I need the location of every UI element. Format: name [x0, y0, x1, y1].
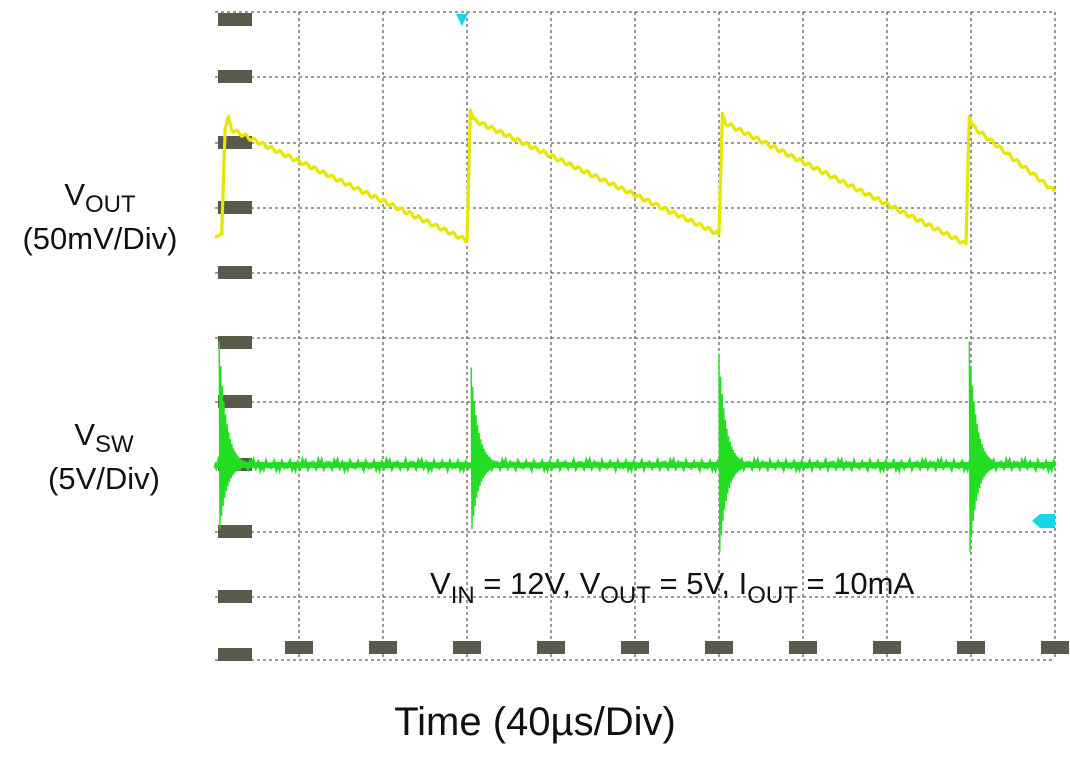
- iout-sub: OUT: [747, 582, 798, 609]
- vsw-label-main: V: [74, 417, 95, 452]
- vsw-spike: [470, 367, 500, 530]
- vout-label-sub: OUT: [85, 191, 136, 218]
- vsw-spike: [218, 341, 248, 530]
- trigger-position-marker: [456, 14, 468, 26]
- time-tag: [957, 641, 985, 654]
- scale-tag: [218, 336, 252, 349]
- vin-value: = 12V,: [474, 566, 580, 601]
- vsw-channel-label: VSW (5V/Div): [14, 416, 194, 499]
- traces: [213, 108, 1057, 553]
- time-tag: [705, 641, 733, 654]
- time-tag: [621, 641, 649, 654]
- vsw-scale: (5V/Div): [48, 461, 160, 496]
- scale-tag: [218, 266, 252, 279]
- time-tag: [789, 641, 817, 654]
- scale-tag: [218, 590, 252, 603]
- scale-tag: [218, 13, 252, 26]
- vsw-spike: [968, 341, 998, 553]
- vout-scale: (50mV/Div): [22, 221, 178, 256]
- vsw-label-sub: SW: [95, 431, 134, 458]
- time-tag: [369, 641, 397, 654]
- test-conditions: VIN = 12V, VOUT = 5V, IOUT = 10mA: [430, 566, 1050, 610]
- axis-markers: [218, 13, 1069, 661]
- vout-channel-label: VOUT (50mV/Div): [0, 176, 200, 259]
- vout-cond-main: V: [579, 566, 601, 601]
- vout-label-main: V: [64, 177, 85, 212]
- time-tag: [537, 641, 565, 654]
- x-axis-label-text: Time (40µs/Div): [394, 700, 676, 744]
- vsw-baseline: [213, 455, 1057, 475]
- time-tag: [285, 641, 313, 654]
- vout-cond-value: = 5V,: [650, 566, 739, 601]
- x-axis-label: Time (40µs/Div): [0, 700, 1070, 745]
- time-tag: [1041, 641, 1069, 654]
- scale-tag: [218, 201, 252, 214]
- scale-tag: [218, 395, 252, 408]
- graticule: [215, 11, 1056, 661]
- scale-tag: [218, 525, 252, 538]
- iout-value: = 10mA: [797, 566, 915, 601]
- scale-tag: [218, 648, 252, 661]
- vout-trace: [214, 108, 1057, 246]
- vin-main: V: [430, 566, 451, 601]
- scale-tag: [218, 136, 252, 149]
- iout-main: I: [738, 566, 748, 601]
- time-tag: [453, 641, 481, 654]
- time-tag: [873, 641, 901, 654]
- vsw-spike: [718, 354, 747, 553]
- vout-cond-sub: OUT: [600, 582, 651, 609]
- trigger-level-marker: [1032, 514, 1055, 528]
- vin-sub: IN: [450, 582, 475, 609]
- scale-tag: [218, 70, 252, 83]
